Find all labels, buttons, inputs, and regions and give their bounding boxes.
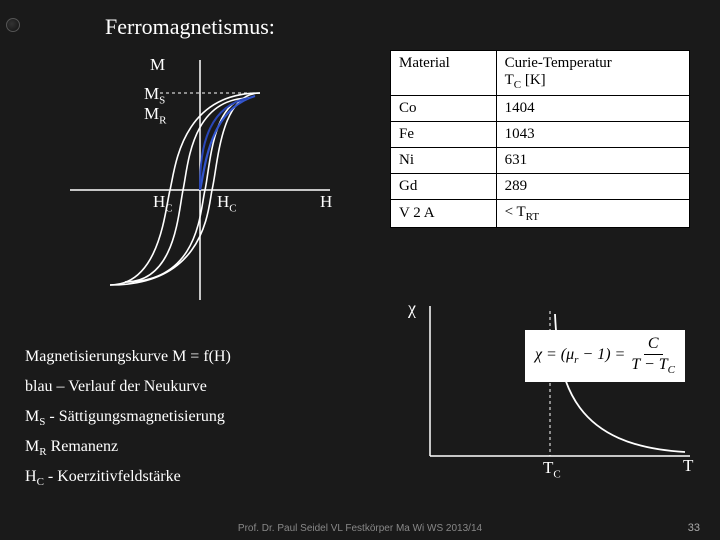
line-ms: MS - Sättigungsmagnetisierung [25, 408, 225, 428]
chi-svg [400, 296, 700, 476]
hysteresis-chart: M MS MR HC HC H [50, 50, 350, 300]
hc-left-label: HC [153, 192, 173, 214]
line-hc: HC - Koerzitivfeldstärke [25, 468, 181, 488]
hc-right-label: HC [217, 192, 237, 214]
cell: < TRT [496, 200, 689, 228]
line-magnetisierung: Magnetisierungskurve M = f(H) [25, 348, 231, 366]
slide-bullet [6, 18, 20, 32]
cell: 1043 [496, 122, 689, 148]
chi-x-label: T [683, 456, 693, 476]
slide-number: 33 [688, 522, 700, 534]
cell: V 2 A [391, 200, 497, 228]
th-material: Material [391, 51, 497, 96]
cell: Gd [391, 174, 497, 200]
th-curie: Curie-Temperatur TC [K] [496, 51, 689, 96]
hyst-h-label: H [320, 192, 332, 212]
chi-formula: χ = (μr − 1) = C T − TC [525, 330, 685, 382]
cell: 631 [496, 148, 689, 174]
hyst-m-label: M [150, 55, 165, 75]
cell: Ni [391, 148, 497, 174]
line-mr: MR Remanenz [25, 438, 118, 458]
cell: 1404 [496, 96, 689, 122]
curie-table-el: Material Curie-Temperatur TC [K] Co1404 … [390, 50, 690, 228]
curie-table: Material Curie-Temperatur TC [K] Co1404 … [390, 50, 690, 228]
cell: 289 [496, 174, 689, 200]
cell: Co [391, 96, 497, 122]
line-blau: blau – Verlauf der Neukurve [25, 378, 207, 396]
hysteresis-svg [50, 50, 350, 300]
footer-text: Prof. Dr. Paul Seidel VL Festkörper Ma W… [0, 523, 720, 534]
page-title: Ferromagnetismus: [105, 14, 275, 40]
chi-tc-label: TC [543, 458, 561, 480]
cell: Fe [391, 122, 497, 148]
chi-y-label: χ [408, 298, 416, 319]
mr-label: MR [144, 104, 166, 126]
